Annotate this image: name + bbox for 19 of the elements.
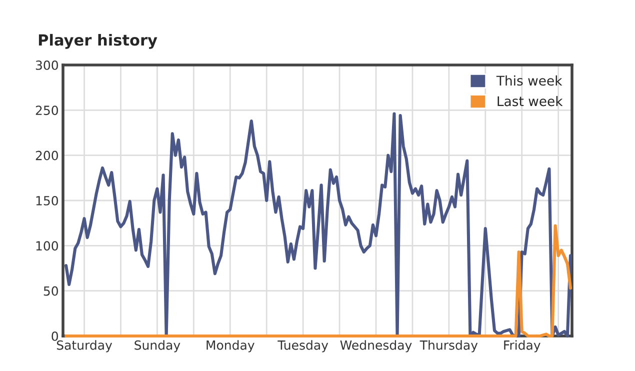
legend-label: This week: [496, 75, 562, 86]
y-tick-label: 150: [36, 196, 58, 206]
x-tick-label: Wednesday: [340, 340, 412, 352]
line-series: [64, 112, 572, 338]
x-tick-label: Saturday: [56, 340, 112, 352]
legend-label: Last week: [498, 96, 563, 106]
y-tick-label: 250: [36, 106, 58, 116]
y-tick-label: 300: [36, 60, 58, 70]
chart-title: Player history: [38, 34, 158, 49]
y-tick-label: 0: [52, 331, 58, 341]
y-tick-label: 100: [36, 241, 58, 251]
x-tick-label: Friday: [504, 340, 540, 352]
x-tick-label: Tuesday: [278, 340, 328, 352]
x-tick-label: Sunday: [134, 340, 180, 352]
line-series: [64, 224, 572, 338]
x-tick-label: Thursday: [420, 340, 478, 352]
y-tick-label: 50: [44, 286, 58, 296]
y-tick-label: 200: [36, 150, 58, 160]
x-tick-label: Monday: [206, 340, 254, 352]
